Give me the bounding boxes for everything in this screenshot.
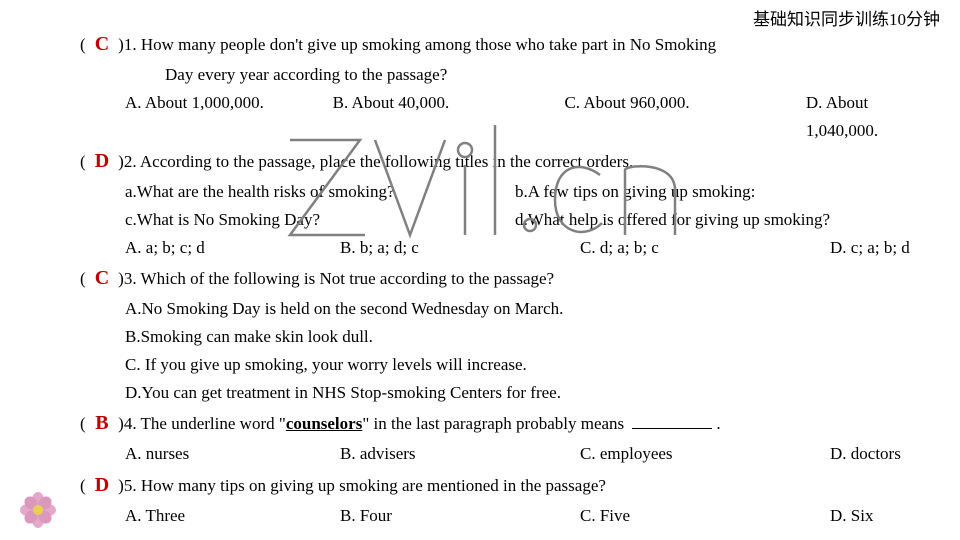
q2-options: A. a; b; c; d B. b; a; d; c C. d; a; b; … xyxy=(80,234,940,262)
q3-list-b: B.Smoking can make skin look dull. xyxy=(80,323,940,351)
q4-opt-a: A. nurses xyxy=(125,440,340,468)
q2-subrow-1: a.What are the health risks of smoking? … xyxy=(80,178,940,206)
q2-opt-b: B. b; a; d; c xyxy=(340,234,580,262)
question-2: ( D )2. According to the passage, place … xyxy=(80,145,940,262)
q2-opt-d: D. c; a; b; d xyxy=(830,234,910,262)
period: . xyxy=(716,414,720,433)
q1-opt-c: C. About 960,000. xyxy=(564,89,805,145)
q4-opt-b: B. advisers xyxy=(340,440,580,468)
question-list: ( C )1. How many people don't give up sm… xyxy=(80,28,940,530)
dot: . xyxy=(132,476,141,495)
q3-list-a: A.No Smoking Day is held on the second W… xyxy=(80,295,940,323)
q2-opt-a: A. a; b; c; d xyxy=(125,234,340,262)
q1-stem-line2: Day every year according to the passage? xyxy=(80,61,940,89)
blank-line xyxy=(632,428,712,429)
flower-icon xyxy=(20,492,56,528)
dot: . xyxy=(132,269,140,288)
q4-opt-d: D. doctors xyxy=(830,440,901,468)
paren-close: ) xyxy=(114,476,124,495)
q2-sub-d: d.What help is offered for giving up smo… xyxy=(515,206,830,234)
q5-opt-d: D. Six xyxy=(830,502,873,530)
paren-close: ) xyxy=(114,414,124,433)
answer-5: D xyxy=(90,469,114,502)
q1-options: A. About 1,000,000. B. About 40,000. C. … xyxy=(80,89,940,145)
q2-stem-line1: According to the passage, place the foll… xyxy=(140,152,633,171)
dot: . xyxy=(132,152,140,171)
paren-open: ( xyxy=(80,414,90,433)
answer-3: C xyxy=(90,262,114,295)
q1-opt-b: B. About 40,000. xyxy=(333,89,565,145)
q2-sub-a: a.What are the health risks of smoking? xyxy=(125,178,515,206)
q4-underlined: counselors xyxy=(286,414,363,433)
q5-options: A. Three B. Four C. Five D. Six xyxy=(80,502,940,530)
q2-sub-c: c.What is No Smoking Day? xyxy=(125,206,515,234)
q4-opt-c: C. employees xyxy=(580,440,830,468)
q1-opt-d: D. About 1,040,000. xyxy=(806,89,940,145)
answer-1: C xyxy=(90,28,114,61)
question-5: ( D )5. How many tips on giving up smoki… xyxy=(80,469,940,530)
question-4: ( B )4. The underline word "counselors" … xyxy=(80,407,940,468)
q1-opt-a: A. About 1,000,000. xyxy=(125,89,333,145)
question-1: ( C )1. How many people don't give up sm… xyxy=(80,28,940,145)
q5-opt-a: A. Three xyxy=(125,502,340,530)
paren-close: ) xyxy=(114,269,124,288)
q4-stem-prefix: The underline word " xyxy=(141,414,286,433)
paren-open: ( xyxy=(80,35,90,54)
q2-opt-c: C. d; a; b; c xyxy=(580,234,830,262)
q5-stem-line1: How many tips on giving up smoking are m… xyxy=(141,476,606,495)
paren-open: ( xyxy=(80,152,90,171)
paren-open: ( xyxy=(80,476,90,495)
question-3: ( C )3. Which of the following is Not tr… xyxy=(80,262,940,407)
q4-stem-suffix: " in the last paragraph probably means xyxy=(362,414,628,433)
answer-2: D xyxy=(90,145,114,178)
q4-options: A. nurses B. advisers C. employees D. do… xyxy=(80,440,940,468)
q3-stem-line1: Which of the following is Not true accor… xyxy=(141,269,555,288)
q2-subrow-2: c.What is No Smoking Day? d.What help is… xyxy=(80,206,940,234)
paren-close: ) xyxy=(114,35,124,54)
q5-opt-b: B. Four xyxy=(340,502,580,530)
answer-4: B xyxy=(90,407,114,440)
q3-list-d: D.You can get treatment in NHS Stop-smok… xyxy=(80,379,940,407)
q1-stem-line1: How many people don't give up smoking am… xyxy=(141,35,716,54)
dot: . xyxy=(132,414,140,433)
q5-opt-c: C. Five xyxy=(580,502,830,530)
q2-sub-b: b.A few tips on giving up smoking: xyxy=(515,178,755,206)
paren-close: ) xyxy=(114,152,124,171)
dot: . xyxy=(132,35,141,54)
paren-open: ( xyxy=(80,269,90,288)
q3-list-c: C. If you give up smoking, your worry le… xyxy=(80,351,940,379)
